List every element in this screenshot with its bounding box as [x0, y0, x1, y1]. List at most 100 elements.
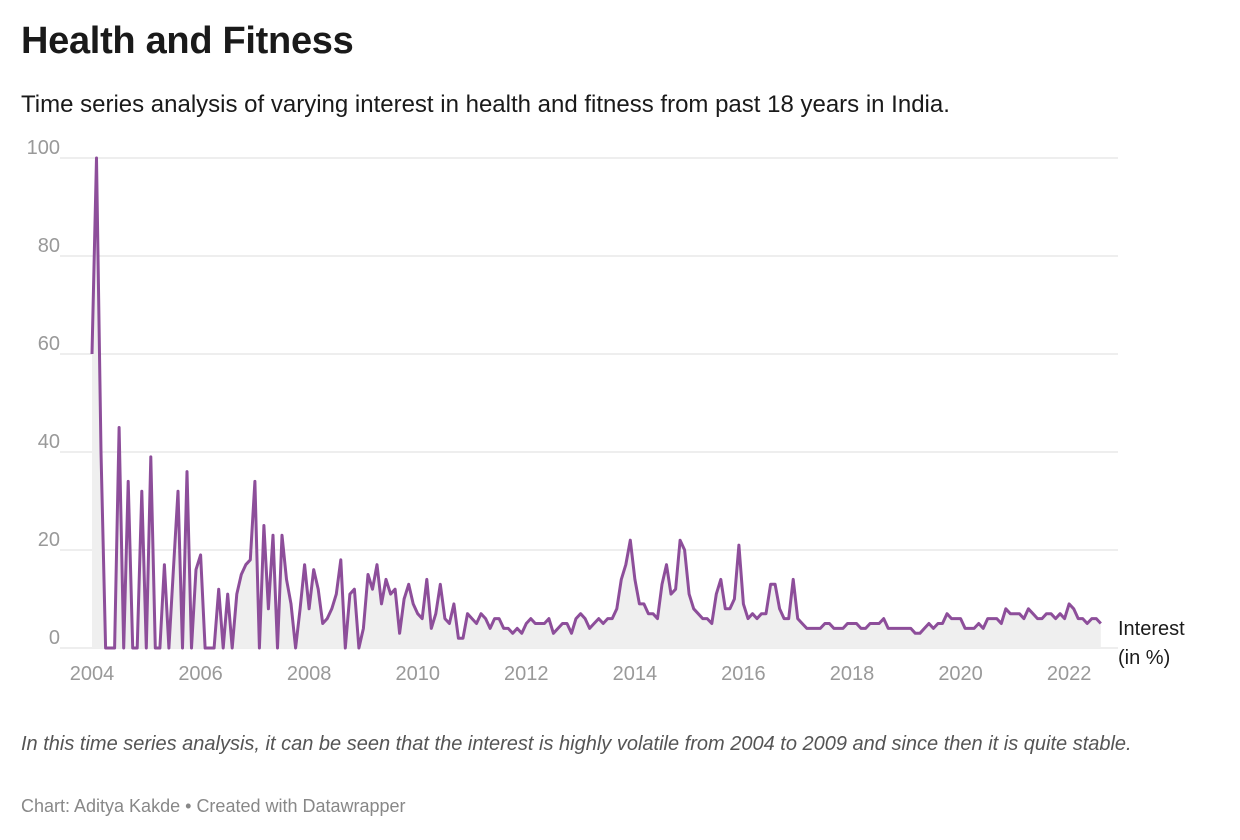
data-point-35	[249, 558, 252, 561]
data-point-207	[1027, 607, 1030, 610]
data-point-154	[787, 617, 790, 620]
data-point-79	[448, 622, 451, 625]
x-axis-ticks: 2004 2006 2008 2010 2012 2014 2016 2018 2020 2022	[70, 663, 1092, 685]
data-point-54	[335, 593, 338, 596]
data-point-209	[1036, 617, 1039, 620]
data-point-161	[819, 627, 822, 630]
data-point-165	[837, 627, 840, 630]
data-point-11	[140, 490, 143, 493]
data-point-72	[416, 612, 419, 615]
data-point-119	[629, 539, 632, 542]
data-point-7	[122, 647, 125, 650]
data-point-9	[131, 647, 134, 650]
data-point-85	[475, 622, 478, 625]
data-point-27	[213, 647, 216, 650]
x-tick-label-2012: 2012	[504, 663, 549, 685]
data-point-128	[670, 593, 673, 596]
data-point-112	[597, 617, 600, 620]
data-point-66	[389, 593, 392, 596]
data-point-210	[1041, 617, 1044, 620]
data-point-148	[760, 612, 763, 615]
data-point-33	[240, 573, 243, 576]
y-tick-label-40: 40	[38, 431, 60, 453]
data-point-188	[941, 622, 944, 625]
data-point-216	[1068, 602, 1071, 605]
data-point-105	[566, 622, 569, 625]
data-point-98	[534, 622, 537, 625]
series-label-line-1: Interest	[1118, 618, 1185, 640]
data-point-195	[973, 627, 976, 630]
data-point-70	[407, 583, 410, 586]
data-point-164	[832, 627, 835, 630]
data-point-139	[719, 578, 722, 581]
series-area	[92, 158, 1101, 648]
data-point-213	[1054, 617, 1057, 620]
data-point-3	[104, 647, 107, 650]
data-point-78	[443, 617, 446, 620]
y-gridlines	[60, 157, 1118, 649]
data-point-212	[1050, 612, 1053, 615]
data-point-123	[647, 612, 650, 615]
data-point-117	[620, 578, 623, 581]
data-point-32	[235, 593, 238, 596]
data-point-169	[855, 622, 858, 625]
data-point-57	[348, 593, 351, 596]
x-tick-label-2010: 2010	[395, 663, 440, 685]
data-point-34	[244, 563, 247, 566]
data-point-116	[615, 607, 618, 610]
data-point-84	[471, 617, 474, 620]
data-point-208	[1032, 612, 1035, 615]
data-point-26	[208, 647, 211, 650]
data-point-166	[842, 627, 845, 630]
data-point-75	[430, 627, 433, 630]
datawrapper-link[interactable]: Created with Datawrapper	[196, 796, 406, 816]
data-point-150	[769, 583, 772, 586]
data-point-71	[412, 602, 415, 605]
data-point-118	[624, 563, 627, 566]
data-point-106	[570, 632, 573, 635]
data-point-190	[950, 617, 953, 620]
data-point-152	[778, 607, 781, 610]
data-point-100	[543, 622, 546, 625]
data-point-101	[547, 617, 550, 620]
data-point-138	[715, 593, 718, 596]
data-point-24	[199, 553, 202, 556]
data-point-103	[557, 627, 560, 630]
data-point-127	[665, 563, 668, 566]
data-point-131	[683, 549, 686, 552]
data-point-95	[520, 632, 523, 635]
data-point-157	[801, 622, 804, 625]
data-point-114	[606, 617, 609, 620]
data-point-48	[308, 607, 311, 610]
x-tick-label-2004: 2004	[70, 663, 115, 685]
data-point-179	[900, 627, 903, 630]
line-chart: 0 20 40 60 80 100 2004 2006 2008 2010 2012 2014 201…	[27, 140, 1186, 685]
y-tick-label-60: 60	[38, 333, 60, 355]
data-point-51	[321, 622, 324, 625]
x-tick-label-2018: 2018	[830, 663, 875, 685]
data-point-137	[710, 622, 713, 625]
data-point-177	[891, 627, 894, 630]
data-point-14	[154, 647, 157, 650]
y-tick-label-100: 100	[27, 140, 60, 159]
data-point-16	[163, 563, 166, 566]
data-point-204	[1013, 612, 1016, 615]
data-point-68	[398, 632, 401, 635]
x-tick-label-2008: 2008	[287, 663, 332, 685]
data-point-192	[959, 617, 962, 620]
data-point-28	[217, 588, 220, 591]
data-point-170	[860, 627, 863, 630]
series-line-interest	[90, 156, 1102, 650]
data-point-125	[656, 617, 659, 620]
data-point-31	[231, 647, 234, 650]
data-point-158	[805, 627, 808, 630]
data-point-87	[484, 617, 487, 620]
data-point-187	[937, 622, 940, 625]
data-point-147	[756, 617, 759, 620]
data-point-21	[186, 470, 189, 473]
data-point-183	[918, 632, 921, 635]
data-point-159	[810, 627, 813, 630]
data-point-97	[529, 617, 532, 620]
data-point-175	[882, 617, 885, 620]
data-point-140	[724, 607, 727, 610]
